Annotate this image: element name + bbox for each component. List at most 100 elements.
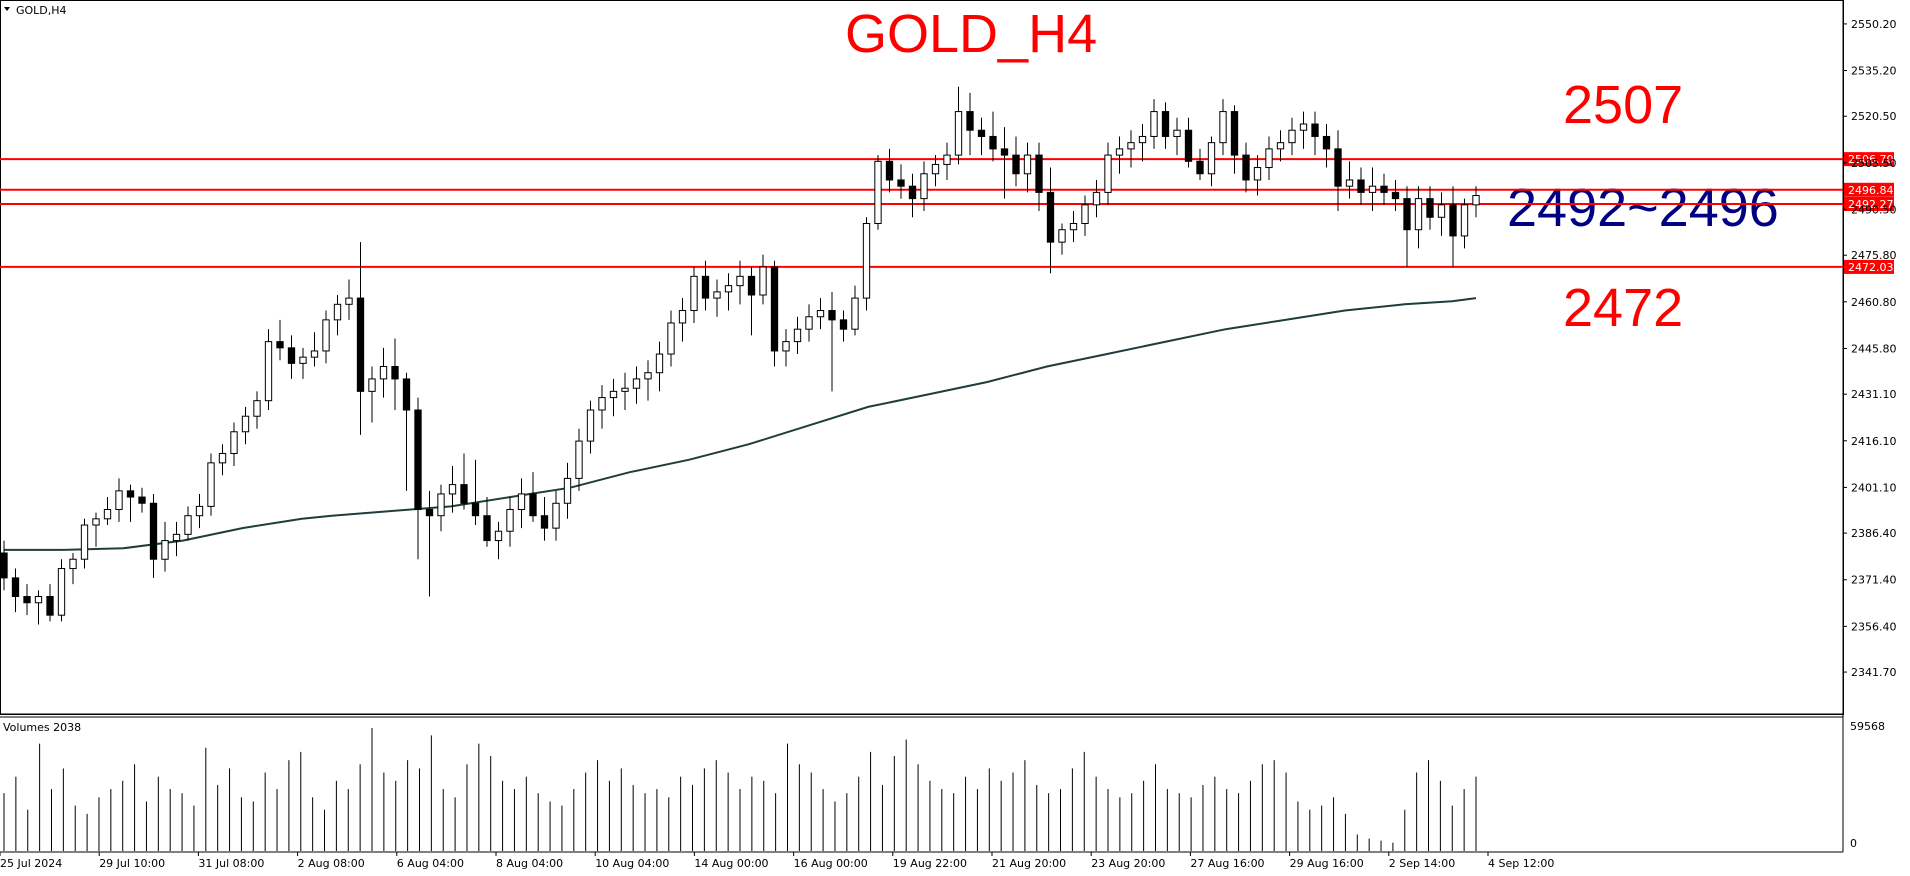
candle-body xyxy=(161,540,169,560)
candle xyxy=(1265,136,1273,180)
time-tick-label: 25 Jul 2024 xyxy=(0,857,62,870)
candle xyxy=(713,279,721,317)
candle-body xyxy=(1035,154,1043,193)
candle-body xyxy=(172,533,181,542)
candle-body xyxy=(885,160,894,181)
candle xyxy=(782,329,790,367)
candle xyxy=(540,497,549,541)
candle xyxy=(448,465,457,513)
candle xyxy=(1000,127,1009,199)
candle xyxy=(1472,186,1480,218)
candle xyxy=(1138,124,1147,162)
candle-body xyxy=(966,111,974,131)
candle-body xyxy=(264,341,273,402)
candle xyxy=(1046,167,1055,274)
candle-body xyxy=(1058,229,1066,243)
candle-body xyxy=(391,365,399,380)
candle-body xyxy=(506,508,514,532)
candle-body xyxy=(1253,167,1262,181)
candle-body xyxy=(655,353,664,374)
time-tick-label: 19 Aug 22:00 xyxy=(893,857,967,870)
candle xyxy=(1207,136,1216,187)
price-tick-label: 2505.50 xyxy=(1851,157,1897,170)
price-tick-label: 2520.50 xyxy=(1851,110,1897,123)
candle xyxy=(103,497,112,526)
candle xyxy=(839,310,848,342)
candle xyxy=(701,260,710,311)
candle xyxy=(908,173,917,218)
candle xyxy=(1391,179,1400,212)
volume-zero-label: 0 xyxy=(1850,837,1857,850)
candle xyxy=(126,484,135,522)
candle xyxy=(287,335,296,379)
price-tick-label: 2386.40 xyxy=(1851,527,1897,540)
candle-body xyxy=(1276,142,1285,150)
symbol-label: GOLD,H4 xyxy=(16,4,67,17)
level-price-tag xyxy=(1844,259,1894,274)
candle xyxy=(563,462,572,519)
candle-body xyxy=(1069,222,1078,231)
candle xyxy=(644,360,652,401)
candle xyxy=(414,397,422,560)
candle xyxy=(816,298,825,330)
candle-body xyxy=(1299,123,1308,131)
candle xyxy=(149,493,158,578)
candle xyxy=(1173,117,1181,156)
candle-body xyxy=(460,484,468,504)
candle xyxy=(552,490,560,541)
price-tick-label: 2535.20 xyxy=(1851,65,1897,78)
candle-body xyxy=(586,409,595,442)
moving-average-line xyxy=(4,297,1477,551)
candle xyxy=(1334,130,1342,212)
candle xyxy=(609,378,618,417)
candle xyxy=(494,521,503,560)
dropdown-triangle-icon[interactable] xyxy=(4,7,10,11)
candle-body xyxy=(908,185,917,200)
candle xyxy=(1184,117,1193,168)
time-tick-label: 29 Jul 10:00 xyxy=(99,857,165,870)
candle xyxy=(1253,155,1262,196)
candle-body xyxy=(218,453,227,464)
candle-body xyxy=(793,328,802,343)
candle-body xyxy=(931,163,940,175)
candle xyxy=(1012,136,1020,187)
candle-body xyxy=(138,496,146,504)
candle xyxy=(1437,192,1446,236)
candle xyxy=(1460,198,1469,249)
candle-body xyxy=(667,322,675,355)
time-tick-label: 27 Aug 16:00 xyxy=(1190,857,1264,870)
candle-body xyxy=(644,372,652,380)
candle xyxy=(310,332,319,367)
candle xyxy=(885,148,894,193)
candle xyxy=(1414,186,1423,249)
price-tick-label: 2356.40 xyxy=(1851,620,1897,633)
candle xyxy=(1357,167,1365,205)
candle-body xyxy=(276,341,284,349)
candle-body xyxy=(69,558,77,570)
candle xyxy=(655,341,664,392)
candle-body xyxy=(253,400,261,417)
candle-body xyxy=(851,297,859,330)
candle xyxy=(184,506,192,541)
candle xyxy=(1196,148,1204,180)
candle xyxy=(69,553,77,585)
candle-body xyxy=(1173,129,1181,137)
candle-body xyxy=(11,577,20,598)
candle xyxy=(1449,186,1457,268)
time-tick-label: 29 Aug 16:00 xyxy=(1290,857,1364,870)
candle-body xyxy=(126,490,135,498)
candle xyxy=(667,310,675,367)
candle xyxy=(345,279,353,320)
candle xyxy=(1161,102,1170,149)
price-tick-label: 2445.80 xyxy=(1851,342,1897,355)
candle xyxy=(471,459,480,526)
candle-body xyxy=(1081,204,1089,224)
candle xyxy=(1035,142,1043,212)
candle-body xyxy=(724,285,733,293)
time-tick-label: 4 Sep 12:00 xyxy=(1488,857,1554,870)
candle-body xyxy=(1345,179,1354,187)
candle xyxy=(1403,186,1411,268)
level-price-tag xyxy=(1844,152,1894,167)
candle-body xyxy=(690,275,698,312)
candle-body xyxy=(1000,148,1009,156)
